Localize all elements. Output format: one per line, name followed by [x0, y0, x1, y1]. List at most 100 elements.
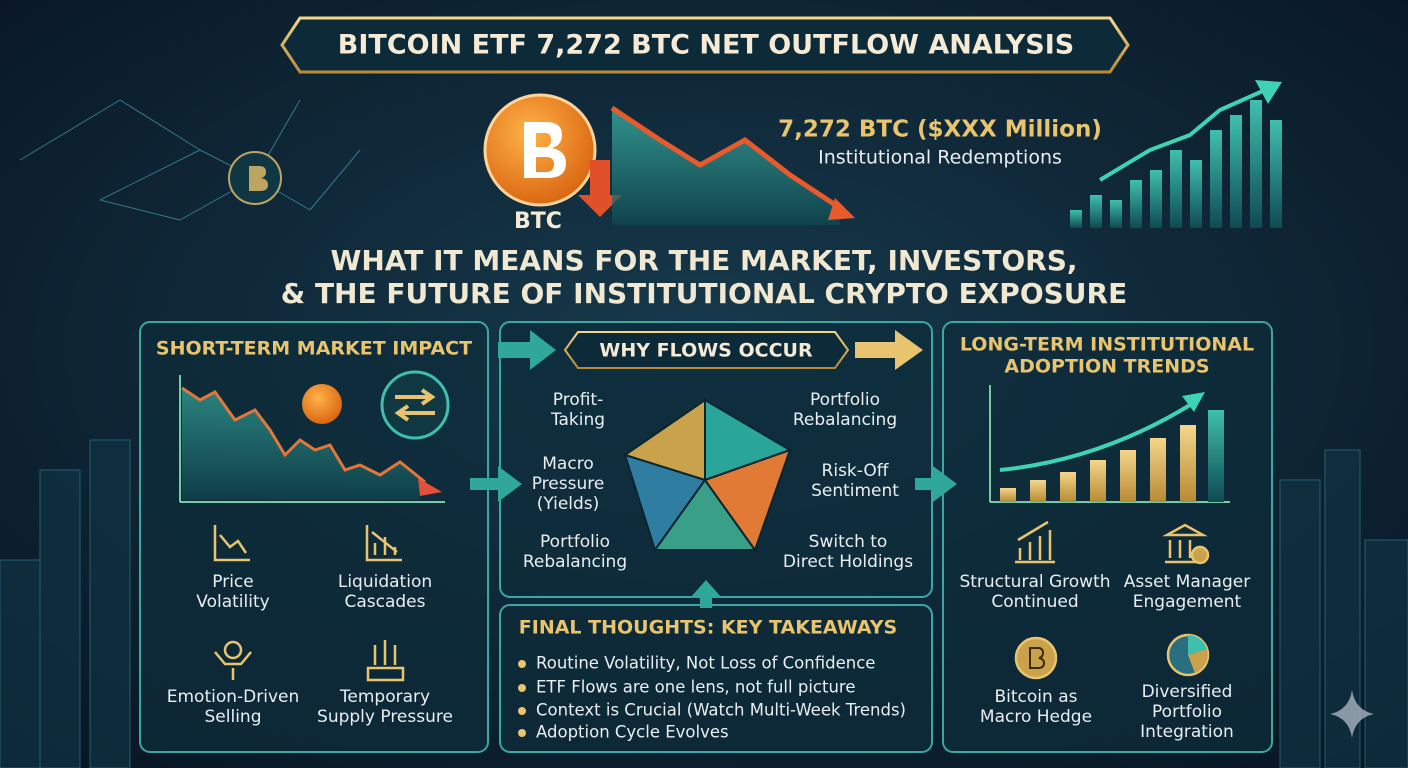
long-term-chart-part: [1030, 480, 1046, 502]
rising-bars-part: [1070, 210, 1082, 228]
network-part: [119, 99, 201, 151]
rising-bars-part: [1250, 100, 1262, 228]
connector-arrows-part: [498, 330, 556, 370]
item-label: Rebalancing: [793, 410, 897, 430]
long-term-chart-part: [1182, 392, 1205, 412]
panel-title: FINAL THOUGHTS: KEY TAKEAWAYS: [519, 617, 897, 639]
long-term-chart-part: [999, 403, 1192, 472]
short-term-icons-part: [213, 525, 250, 562]
long-term-icons-part: [1029, 647, 1046, 669]
long-term-icons-part: [1015, 520, 1055, 564]
item-label: Integration: [1140, 722, 1234, 742]
outflow-caption: Institutional Redemptions: [818, 147, 1062, 169]
final-thoughts-panel: [499, 604, 933, 753]
panel-title: SHORT-TERM MARKET IMPACT: [156, 338, 472, 360]
short-term-icons: [213, 525, 405, 682]
item-label: Price: [212, 572, 253, 592]
item-label: Engagement: [1133, 592, 1242, 612]
long-term-icons-part: [1014, 636, 1058, 680]
item-label: Volatility: [196, 592, 269, 612]
connector-arrows: [470, 330, 957, 608]
subtitle-line: WHAT IT MEANS FOR THE MARKET, INVESTORS,: [330, 244, 1077, 277]
skyline: [0, 439, 1408, 768]
item-label: Macro: [542, 454, 593, 474]
skyline-part: [89, 439, 131, 768]
item-label: Switch to: [809, 532, 888, 552]
item-label: Temporary: [339, 687, 430, 707]
rising-bars-part: [1150, 170, 1162, 228]
connector-arrows-part: [855, 330, 923, 370]
network-part: [309, 149, 361, 211]
network-part: [99, 199, 181, 221]
long-term-icons: [1014, 520, 1210, 680]
bullets-part: [518, 707, 526, 715]
rising-bars-part: [1090, 195, 1102, 228]
rising-bars-part: [1098, 88, 1266, 182]
long-term-icons-part: [1188, 635, 1207, 655]
coin-label: BTC: [514, 209, 562, 234]
network-part: [19, 99, 121, 161]
short-term-chart: [179, 370, 450, 503]
item-label: Taking: [550, 410, 605, 430]
item-label: Direct Holdings: [783, 552, 913, 572]
subtitle-line: & THE FUTURE OF INSTITUTIONAL CRYPTO EXP…: [281, 277, 1127, 310]
short-term-chart-part: [182, 388, 420, 500]
rising-bars-part: [1110, 200, 1122, 228]
long-term-chart-part: [1060, 472, 1076, 502]
long-term-chart-part: [1180, 425, 1196, 502]
why-flows-header-part: [563, 331, 850, 369]
hero-graphic-part: [610, 105, 842, 211]
title-banner: BITCOIN ETF 7,272 BTC NET OUTFLOW ANALYS…: [280, 16, 1130, 74]
skyline-part: [1279, 479, 1321, 768]
skyline-part: [1364, 539, 1408, 768]
network-part: [249, 166, 268, 191]
network: [19, 99, 361, 221]
short-term-icons-part: [365, 525, 402, 562]
short-term-icons-part: [214, 651, 252, 680]
network-part: [99, 149, 201, 201]
bullets: [518, 660, 526, 737]
connector-arrows-part: [690, 580, 722, 608]
skyline-part: [0, 559, 41, 768]
item-label: Selling: [205, 707, 262, 727]
title-banner-part: [280, 16, 1130, 74]
item-label: Supply Pressure: [317, 707, 453, 727]
hero-graphic-part: [524, 122, 566, 178]
short-term-chart-part: [394, 388, 436, 422]
short-term-chart-part: [181, 386, 426, 484]
long-term-chart: [989, 385, 1230, 503]
bullets-part: [518, 729, 526, 737]
item-label: Bitcoin as: [995, 687, 1078, 707]
bullet-text: Context is Crucial (Watch Multi-Week Tre…: [536, 701, 906, 720]
bullet-text: Routine Volatility, Not Loss of Confiden…: [536, 654, 875, 673]
item-label: Portfolio: [810, 390, 880, 410]
outflow-amount: 7,272 BTC ($XXX Million): [778, 117, 1102, 143]
item-label: (Yields): [537, 494, 600, 514]
item-label: Profit-: [553, 390, 603, 410]
item-label: Portfolio: [540, 532, 610, 552]
short-term-chart-part: [302, 384, 342, 424]
long-term-chart-part: [1150, 438, 1166, 502]
rising-bars-part: [1210, 130, 1222, 228]
item-label: Sentiment: [811, 481, 899, 501]
hero-graphic-part: [828, 198, 855, 220]
pentagon-part: [703, 448, 792, 553]
long-term-icons-part: [1188, 649, 1208, 673]
short-term-icons-part: [223, 640, 243, 660]
item-label: Cascades: [344, 592, 425, 612]
hero-graphic-part: [612, 108, 840, 225]
why-flows-header: WHY FLOWS OCCUR: [563, 331, 850, 369]
rising-bars-part: [1230, 115, 1242, 228]
short-term-icons-part: [366, 640, 405, 682]
panel-title: ADOPTION TRENDS: [1004, 356, 1209, 378]
item-label: Liquidation: [338, 572, 432, 592]
rising-bars: [1070, 80, 1282, 228]
rising-bars-part: [1255, 80, 1282, 104]
bullets-part: [518, 684, 526, 692]
item-label: Rebalancing: [523, 552, 627, 572]
long-term-icons-part: [1162, 523, 1208, 564]
rising-bars-part: [1270, 120, 1282, 228]
long-term-chart-part: [1000, 488, 1016, 502]
